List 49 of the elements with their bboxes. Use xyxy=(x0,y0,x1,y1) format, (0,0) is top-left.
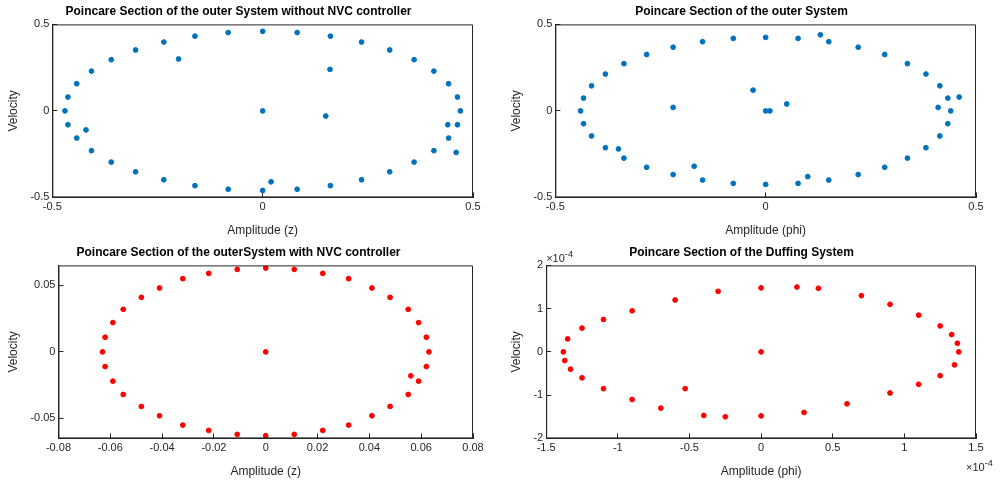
y-tick-label: 0 xyxy=(537,344,544,357)
y-tick-label: -0.5 xyxy=(533,190,553,203)
x-tick-label: 1 xyxy=(901,441,908,454)
x-tick-label: -1 xyxy=(612,441,623,454)
y-axis-title: Velocity xyxy=(508,90,523,132)
x-axis-title: Amplitude (phi) xyxy=(720,464,802,479)
y-tick-label: 0.5 xyxy=(537,17,553,30)
y-tick-label: 0 xyxy=(49,344,56,357)
x-tick-label: 0 xyxy=(762,200,769,213)
x-axis-title: Amplitude (phi) xyxy=(725,223,807,238)
x-tick-label: -0.5 xyxy=(679,441,699,454)
y-tick-label: -0.5 xyxy=(30,190,50,203)
x-tick-label: 1.5 xyxy=(968,441,984,454)
text: ×10$^{-4}$ xyxy=(546,249,573,265)
y-tick-label: 0 xyxy=(546,103,553,116)
y-axis-title: Velocity xyxy=(508,331,523,373)
x-tick-label: -1.5 xyxy=(536,441,556,454)
y-axis-title: Velocity xyxy=(5,90,20,132)
y-tick-label: -2 xyxy=(533,431,544,444)
y-tick-label: -0.05 xyxy=(30,411,56,424)
x-tick-label: -0.5 xyxy=(545,200,565,213)
x-tick-label: 0.08 xyxy=(462,441,484,454)
x-tick-label: 0.04 xyxy=(358,441,381,454)
x-tick-label: 0.06 xyxy=(410,441,432,454)
y-tick-label: 0.05 xyxy=(34,278,56,291)
y-axis-title: Velocity xyxy=(5,331,20,373)
x-tick-label: -0.08 xyxy=(45,441,72,454)
chart-title: Poincare Section of the Duffing System xyxy=(629,244,854,259)
x-tick-label: 0 xyxy=(262,441,269,454)
x-tick-label: 0.5 xyxy=(968,200,984,213)
x-tick-label: 0 xyxy=(259,200,266,213)
x-axis-title: Amplitude (z) xyxy=(227,223,299,238)
y-tick-label: 2 xyxy=(537,258,544,271)
chart-title: Poincare Section of the outer System xyxy=(635,3,848,18)
y-tick-label: -1 xyxy=(533,388,544,401)
y-tick-label: 0.5 xyxy=(34,17,50,30)
x-tick-label: 0.5 xyxy=(465,200,481,213)
x-tick-label: 0.02 xyxy=(306,441,329,454)
x-tick-label: -0.04 xyxy=(149,441,175,454)
x-axis-title: Amplitude (z) xyxy=(230,464,302,479)
x-tick-label: 0 xyxy=(758,441,765,454)
text: ×10$^{-4}$ xyxy=(966,458,993,474)
chart-title: Poincare Section of the outer System without NVC controller xyxy=(65,3,412,18)
y-tick-label: 0 xyxy=(43,103,50,116)
x-tick-label: -0.06 xyxy=(97,441,123,454)
x-tick-label: -0.02 xyxy=(201,441,227,454)
chart-title: Poincare Section of the outerSystem with NVC controller xyxy=(76,244,401,259)
x-tick-label: 0.5 xyxy=(825,441,841,454)
y-tick-label: 1 xyxy=(537,301,544,314)
